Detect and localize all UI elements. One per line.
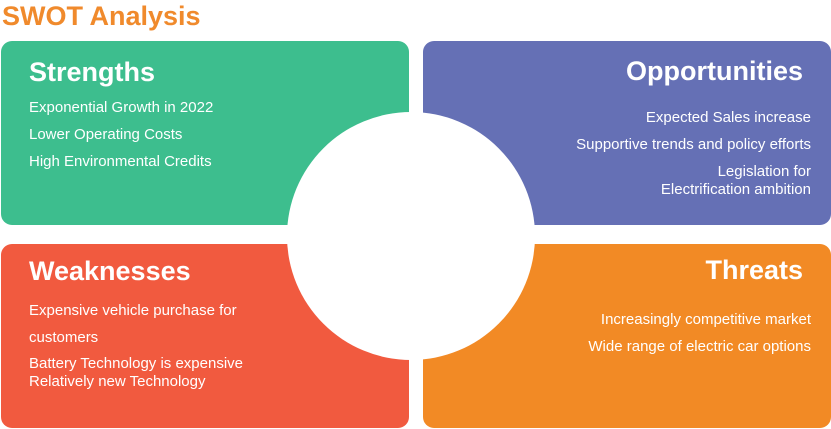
list-item: Legislation for Electrification ambition (660, 163, 811, 198)
list-item: Increasingly competitive market (600, 311, 811, 328)
list-item: Relatively new Technology (29, 373, 206, 390)
list-item: Supportive trends and policy efforts (576, 136, 811, 153)
strengths-list: Exponential Growth in 2022 Lower Operati… (29, 99, 213, 180)
list-item: High Environmental Credits (29, 153, 212, 170)
list-item: Lower Operating Costs (29, 126, 183, 143)
list-item: Exponential Growth in 2022 (29, 99, 214, 116)
threats-list: Increasingly competitive market Wide ran… (588, 311, 811, 365)
weaknesses-list: Expensive vehicle purchase for customers… (29, 301, 299, 391)
page-title: SWOT Analysis (2, 1, 201, 31)
center-circle (287, 112, 535, 360)
opportunities-heading: Opportunities (626, 56, 803, 86)
list-item: Expected Sales increase (645, 109, 811, 126)
list-item: Wide range of electric car options (588, 338, 811, 355)
threats-heading: Threats (705, 255, 803, 285)
strengths-heading: Strengths (29, 57, 156, 87)
list-item: Battery Technology is expensive (29, 355, 244, 372)
weaknesses-heading: Weaknesses (29, 256, 191, 286)
list-item: Expensive vehicle purchase for customers (29, 302, 237, 346)
opportunities-list: Expected Sales increase Supportive trend… (511, 109, 811, 208)
